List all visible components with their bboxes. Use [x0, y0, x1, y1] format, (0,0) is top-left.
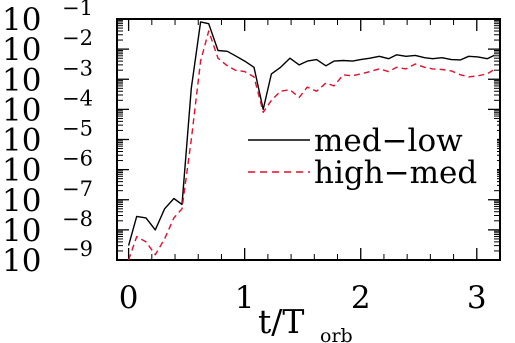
- x-tick-label: 0: [119, 280, 139, 316]
- y-tick-label: 10 −3: [2, 56, 93, 98]
- y-tick-label: 10 −1: [2, 0, 93, 38]
- y-tick-label: 10 −2: [2, 26, 93, 68]
- y-tick-label: 10 −8: [2, 207, 93, 249]
- y-tick-label-exponent: −9: [62, 237, 93, 261]
- y-tick-label-exponent: −8: [62, 207, 93, 231]
- x-axis-title-main: t/T: [258, 302, 304, 341]
- x-tick-label: 2: [351, 280, 371, 316]
- y-tick-label-base: 10: [2, 123, 41, 159]
- y-tick-label-base: 10: [2, 213, 41, 249]
- y-tick-label-base: 10: [2, 62, 41, 98]
- legend-label-high-med: high−med: [314, 155, 477, 191]
- y-tick-label-exponent: −2: [62, 26, 93, 50]
- y-tick-label-base: 10: [2, 183, 41, 219]
- x-tick-labels: 0 1 2 3: [119, 280, 487, 316]
- y-tick-label: 10 −5: [2, 117, 93, 159]
- legend-label-med-low: med−low: [314, 123, 463, 159]
- series-lines: [127, 21, 495, 261]
- y-tick-label-exponent: −1: [62, 0, 93, 20]
- y-tick-label: 10 −7: [2, 177, 93, 219]
- legend-background: [245, 120, 497, 188]
- y-tick-label-exponent: −3: [62, 56, 93, 80]
- y-tick-label-base: 10: [2, 92, 41, 128]
- y-tick-label-exponent: −4: [62, 86, 93, 110]
- y-tick-label-base: 10: [2, 243, 41, 279]
- y-tick-label-base: 10: [2, 32, 41, 68]
- series-line-med-low: [127, 21, 495, 246]
- y-tick-label: 10 −6: [2, 147, 93, 189]
- y-tick-label-exponent: −7: [62, 177, 93, 201]
- x-axis-title-subscript: orb: [320, 325, 353, 343]
- y-tick-label: 10 −9: [2, 237, 93, 279]
- x-tick-label: 3: [467, 280, 487, 316]
- y-tick-label: 10 −4: [2, 86, 93, 128]
- series-line-high-med: [127, 30, 495, 261]
- y-tick-label-exponent: −5: [62, 117, 93, 141]
- x-tick-label: 1: [235, 280, 255, 316]
- y-tick-label-exponent: −6: [62, 147, 93, 171]
- y-tick-labels: 10 −1 10 −2 10 −3 10 −4 10 −5 10 −6 10 −7 10 −8 10 −9: [2, 0, 93, 279]
- legend: med−low high−med: [245, 120, 497, 191]
- y-tick-label-base: 10: [2, 2, 41, 38]
- y-tick-label-base: 10: [2, 153, 41, 189]
- minor-ticks: [117, 19, 501, 260]
- x-axis-title: t/T orb: [258, 302, 353, 343]
